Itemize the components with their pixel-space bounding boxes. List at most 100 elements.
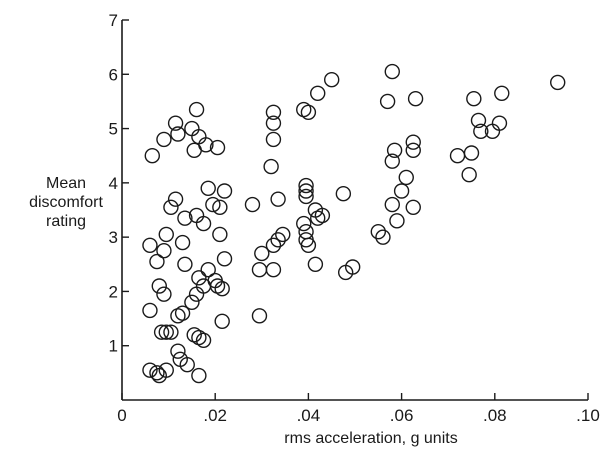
data-point <box>275 226 291 243</box>
data-point <box>389 213 405 229</box>
data-point <box>177 210 193 226</box>
data-point <box>298 183 314 199</box>
data-point <box>386 142 403 158</box>
data-point <box>200 180 216 196</box>
data-point <box>209 278 226 294</box>
y-tick-label: 4 <box>109 174 118 193</box>
y-tick-label: 2 <box>109 282 118 301</box>
data-point <box>449 148 466 164</box>
data-point <box>407 91 424 107</box>
data-point <box>153 324 170 340</box>
data-point <box>310 85 326 101</box>
x-tick-label: .06 <box>390 406 414 425</box>
data-point <box>170 343 186 359</box>
y-tick-label: 6 <box>109 65 118 84</box>
data-point <box>167 115 184 131</box>
data-point <box>191 270 207 286</box>
y-tick-label: 1 <box>109 337 118 356</box>
data-point <box>300 237 317 253</box>
data-point <box>144 148 160 164</box>
data-point <box>191 367 207 384</box>
data-point <box>270 191 286 207</box>
x-tick-label: .08 <box>483 406 507 425</box>
y-tick-label: 7 <box>109 11 118 30</box>
data-point <box>214 313 230 329</box>
y-tick-label: 3 <box>109 228 118 247</box>
data-point <box>265 104 282 120</box>
data-point <box>195 278 212 294</box>
data-point <box>151 278 167 294</box>
y-axis-title-line-3: rating <box>46 213 86 230</box>
data-point <box>216 183 233 199</box>
data-point <box>163 199 179 215</box>
data-point <box>307 256 324 272</box>
data-point <box>384 63 400 80</box>
data-point <box>344 259 361 275</box>
data-point <box>473 123 489 139</box>
data-point <box>470 112 487 129</box>
data-point <box>195 332 212 348</box>
data-point <box>254 245 270 262</box>
data-point <box>494 85 510 101</box>
data-point <box>298 177 314 194</box>
data-point <box>184 120 200 137</box>
y-tick-label: 5 <box>109 120 118 139</box>
x-tick-label: .10 <box>576 406 600 425</box>
data-point <box>163 324 179 340</box>
data-point <box>142 362 158 378</box>
data-point <box>195 215 212 232</box>
data-point <box>151 367 167 384</box>
data-point <box>393 183 410 199</box>
data-point <box>251 262 268 278</box>
data-point <box>463 145 480 161</box>
data-point <box>177 256 193 272</box>
data-point <box>466 91 482 107</box>
data-point <box>191 129 207 145</box>
data-point <box>158 324 174 340</box>
data-point <box>298 188 314 205</box>
data-point <box>142 237 158 253</box>
data-point <box>265 262 282 278</box>
data-point <box>205 196 221 213</box>
data-point <box>265 115 282 131</box>
data-point <box>170 126 186 142</box>
data-point <box>251 308 268 324</box>
data-point <box>209 139 226 156</box>
data-point <box>461 167 477 183</box>
data-point <box>270 232 286 248</box>
data-point <box>188 101 205 118</box>
data-point <box>188 286 205 302</box>
data-point <box>198 137 214 153</box>
data-point <box>179 357 195 373</box>
data-point <box>324 72 340 88</box>
data-point <box>167 191 184 207</box>
axis-labels: rms acceleration, g units Mean discomfor… <box>29 175 458 447</box>
data-point <box>335 186 352 202</box>
data-point <box>384 196 400 213</box>
data-point <box>200 262 216 278</box>
data-point <box>314 207 331 224</box>
data-point <box>370 224 386 240</box>
data-point <box>405 134 421 150</box>
x-axis-title: rms acceleration, g units <box>284 430 457 447</box>
data-point <box>186 327 202 343</box>
data-point <box>265 131 282 148</box>
data-point <box>550 74 566 91</box>
data-point <box>149 253 165 270</box>
y-axis-title-line-1: Mean <box>46 175 86 192</box>
data-point <box>156 131 172 148</box>
data-point <box>405 142 421 158</box>
data-point <box>384 153 400 169</box>
data-point <box>296 215 312 232</box>
data-point <box>398 169 414 186</box>
data-point <box>149 365 165 381</box>
data-point <box>244 196 261 213</box>
data-point <box>298 224 314 240</box>
data-point <box>170 308 186 324</box>
axes <box>121 20 588 401</box>
data-point <box>379 93 396 110</box>
data-point <box>265 237 282 253</box>
data-point <box>142 302 158 319</box>
data-point <box>300 104 317 120</box>
